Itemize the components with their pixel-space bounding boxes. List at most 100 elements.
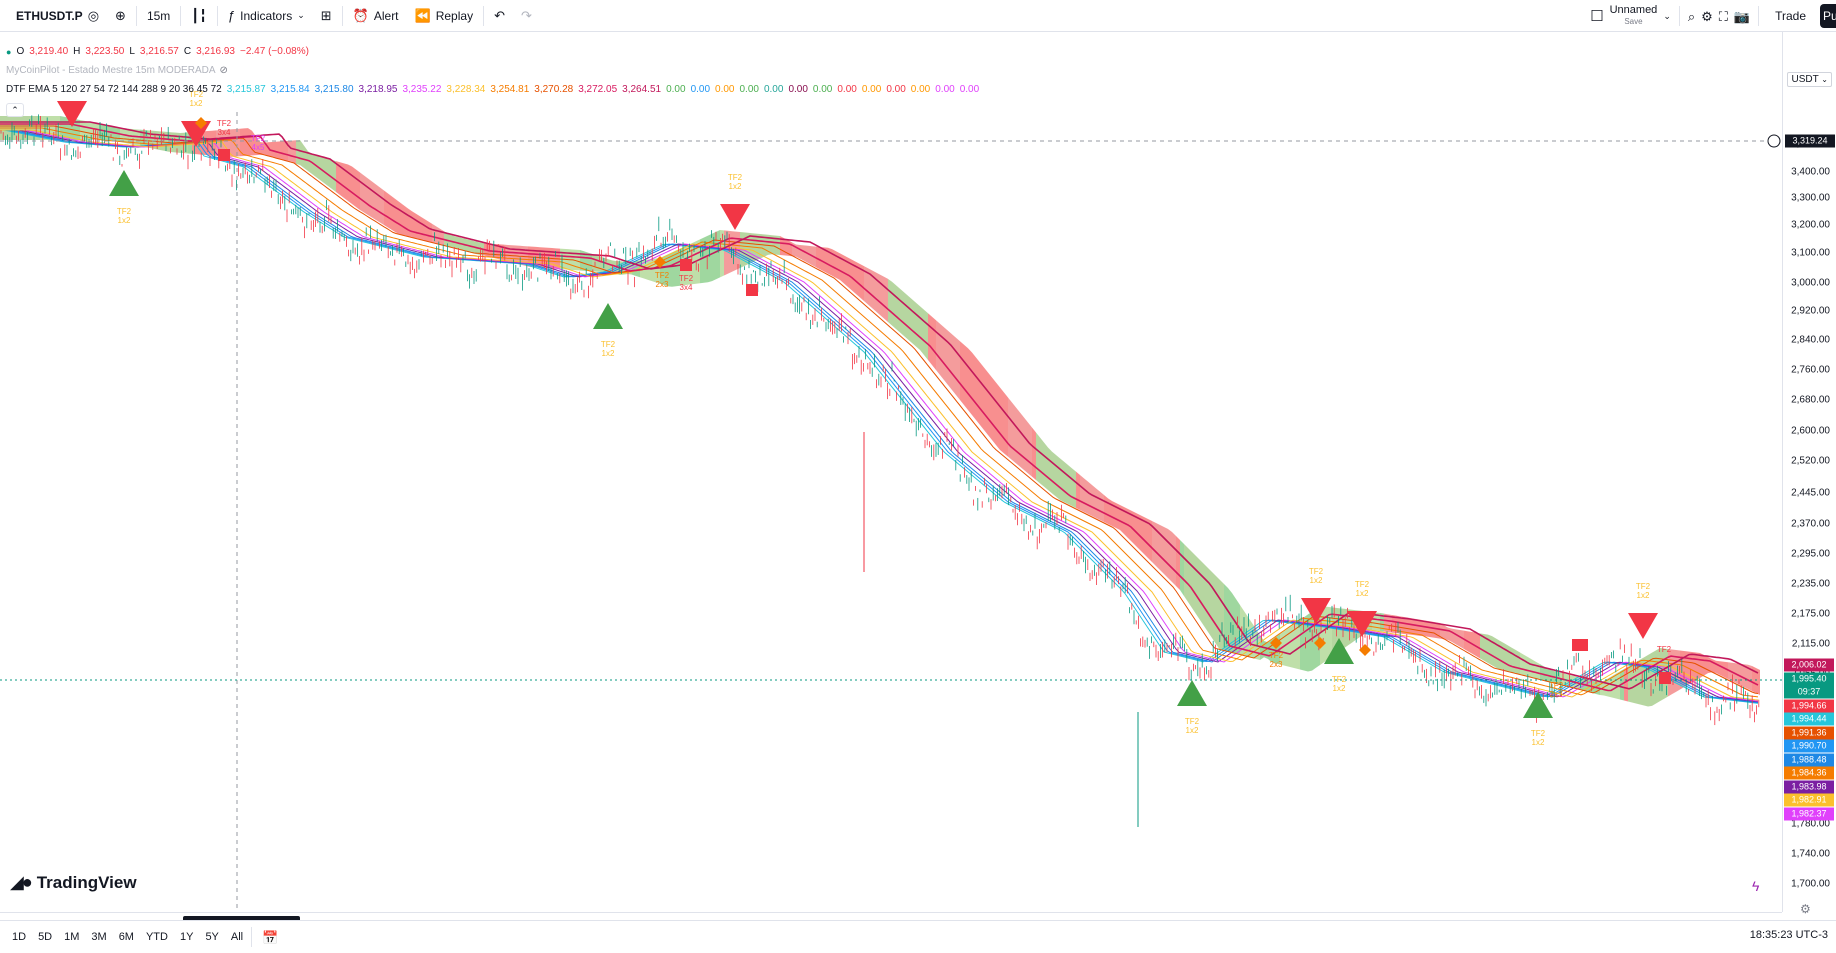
chevron-down-icon[interactable]: ⌄ — [1663, 10, 1671, 21]
indicator-legend-estado-mestre[interactable]: MyCoinPilot - Estado Mestre 15m MODERADA… — [6, 61, 980, 80]
ema-value: 0.00 — [886, 83, 906, 95]
ema-cloud-segment — [1744, 664, 1748, 689]
range-button-6m[interactable]: 6M — [118, 931, 134, 943]
range-button-1m[interactable]: 1M — [64, 931, 80, 943]
ema-cloud-segment — [1412, 618, 1416, 636]
ema-cloud-segment — [308, 151, 312, 174]
ema-line — [0, 123, 1759, 692]
ema-cloud-segment — [520, 245, 524, 266]
trade-button[interactable]: Trade — [1775, 9, 1806, 23]
templates-button[interactable]: ⊞ — [313, 0, 340, 32]
cross-label: TF2 — [655, 271, 670, 280]
ema-cloud-segment — [1064, 461, 1068, 504]
ema-cloud-segment — [904, 292, 908, 340]
settings-gear-icon[interactable]: ⚙ — [1800, 902, 1811, 916]
ema-cloud-segment — [872, 270, 876, 312]
layout-checkbox-icon[interactable]: ☐ — [1590, 7, 1604, 25]
ema-value: 0.00 — [861, 83, 882, 95]
ema-cloud-segment — [1504, 643, 1508, 672]
symbol-name[interactable]: ETHUSDT.P — [16, 8, 83, 23]
ema-cloud-segment — [1052, 451, 1056, 497]
market-status-icon: ● — [6, 46, 12, 57]
ema-cloud-segment — [436, 226, 440, 245]
compare-button[interactable]: ⊕ — [107, 0, 134, 32]
ema-cloud-segment — [1148, 519, 1152, 562]
publish-button[interactable]: Pu — [1820, 4, 1836, 28]
ema-cloud-segment — [1284, 628, 1288, 667]
range-button-ytd[interactable]: YTD — [145, 931, 168, 943]
undo-button[interactable]: ↶ — [486, 0, 513, 32]
ema-value: 0.00 — [739, 83, 759, 95]
ema-cloud-segment — [1296, 620, 1300, 670]
ema-cloud-segment — [428, 221, 432, 243]
ema-cloud-segment — [824, 247, 828, 274]
crosshair-price-label: 3,319.24 — [1785, 134, 1835, 148]
replay-button[interactable]: ⏪ Replay — [407, 0, 482, 32]
ema-cloud-segment — [164, 131, 168, 152]
price-tick: 2,920.00 — [1791, 305, 1830, 317]
price-tick: 1,780.00 — [1791, 818, 1830, 830]
ema-line — [0, 121, 1759, 690]
ema-cloud-segment — [328, 158, 332, 189]
clock[interactable]: 18:35:23 UTC-3 — [1749, 929, 1828, 941]
range-button-5y[interactable]: 5Y — [205, 931, 219, 943]
ema-cloud-segment — [1704, 655, 1708, 676]
ohlc-legend: ● O 3,219.40 H 3,223.50 L 3,216.57 C 3,216.9… — [6, 42, 980, 61]
indicators-button[interactable]: ƒ Indicators ⌄ — [220, 0, 313, 32]
tradingview-logo[interactable]: ◢● TradingView — [10, 872, 137, 893]
ema-cloud-segment — [244, 128, 248, 156]
series-price-label: 1,984.36 — [1784, 766, 1834, 780]
chevron-down-icon[interactable]: ⌄ — [297, 10, 305, 20]
redo-button[interactable]: ↷ — [513, 0, 540, 32]
chart-type-button[interactable]: ┃╏ — [183, 0, 215, 32]
ema-cloud-segment — [1440, 623, 1444, 640]
ema-cloud-segment — [340, 162, 344, 198]
alert-button[interactable]: ⏰ Alert — [345, 0, 407, 32]
cross-label: TF2 — [1269, 651, 1284, 660]
ema-cloud-segment — [1140, 515, 1144, 554]
calendar-icon[interactable]: 📅 — [262, 929, 279, 945]
ema-line — [0, 129, 1759, 703]
ema-cloud-segment — [1068, 465, 1072, 506]
quick-search-icon[interactable]: ⌕ — [1687, 8, 1696, 24]
ema-line — [0, 129, 1759, 704]
series-price-label: 1,983.98 — [1784, 780, 1834, 793]
collapse-legend-button[interactable]: ⌃ — [6, 103, 24, 117]
ema-value: 0.00 — [788, 83, 808, 95]
lightning-icon[interactable]: ϟ — [1752, 878, 1760, 894]
indicator-legend-dtf-ema[interactable]: DTF EMA 5 120 27 54 72 144 288 9 20 36 4… — [6, 80, 980, 99]
ema-cloud-segment — [584, 251, 588, 272]
range-button-1y[interactable]: 1Y — [179, 931, 194, 943]
ema-value: 0.00 — [763, 83, 784, 95]
ema-cloud-segment — [972, 352, 976, 420]
interval-button[interactable]: 15m — [139, 0, 178, 32]
close-label: C — [183, 45, 192, 57]
signal-label: TF2 — [1309, 567, 1324, 576]
symbol-search[interactable]: ETHUSDT.P ◎ — [0, 0, 107, 32]
range-button-3m[interactable]: 3M — [91, 931, 107, 943]
divider — [251, 927, 253, 947]
settings-gear-icon[interactable]: ⚙ — [1701, 8, 1713, 24]
cross-label: 3x4 — [218, 128, 231, 137]
ema-value: 3,218.95 — [358, 83, 398, 95]
ema-cloud-segment — [648, 259, 652, 282]
range-button-5d[interactable]: 5D — [38, 931, 53, 943]
camera-icon[interactable]: 📷 — [1733, 8, 1751, 24]
eye-icon[interactable]: ◎ — [87, 8, 100, 23]
fullscreen-icon[interactable]: ⛶ — [1718, 8, 1728, 24]
cross-label: TF2 — [251, 134, 266, 143]
currency-selector[interactable]: USDT ⌄ — [1787, 72, 1832, 87]
price-tick: 2,760.00 — [1791, 364, 1830, 376]
cross-label: 2x3 — [656, 280, 669, 289]
range-button-all[interactable]: All — [230, 931, 244, 943]
signal-label: 1x2 — [1186, 726, 1199, 735]
hidden-eye-icon[interactable]: ⊘ — [219, 64, 228, 76]
ema-cloud-segment — [848, 257, 852, 291]
range-button-1d[interactable]: 1D — [12, 931, 27, 943]
ema-cloud-segment — [920, 306, 924, 355]
ema-cloud-segment — [1288, 625, 1292, 668]
ema-cloud-segment — [1532, 659, 1536, 679]
ema-cloud-segment — [852, 259, 856, 294]
layout-name-button[interactable]: Unnamed Save — [1610, 5, 1658, 27]
